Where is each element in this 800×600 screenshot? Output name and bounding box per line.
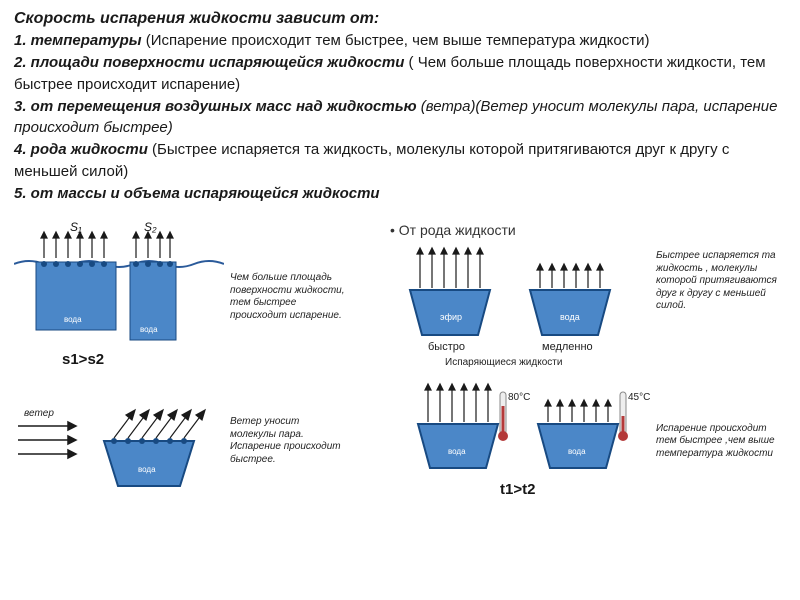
diagram-type-svg: эфир вода быстро медленно Испаряющиеся ж… (390, 240, 650, 370)
svg-text:ветер: ветер (24, 408, 54, 419)
diagram-area: S₁ S₂ вода вода s1>s2 Чем больше площадь… (14, 222, 388, 372)
diagram-wind: ветер вода Ветер уносит молекулы пара. И… (14, 376, 388, 506)
diagram-type-header: • От рода жидкости (390, 222, 650, 238)
main-text: Скорость испарения жидкости зависит от: … (14, 8, 786, 204)
item-4: 4. рода жидкости (Быстрее испаряется та … (14, 139, 786, 183)
diagram-wind-svg: ветер вода (14, 386, 224, 496)
svg-text:80°С: 80°С (508, 392, 530, 403)
svg-text:s1>s2: s1>s2 (62, 351, 104, 368)
diagram-temp: 80°С 45°С вода вода t1>t2 Испарение прои… (390, 376, 786, 506)
svg-text:вода: вода (138, 465, 156, 474)
diagram-type-caption: Быстрее испаряется та жидкость , молекул… (656, 250, 786, 313)
diagram-wind-caption: Ветер уносит молекулы пара. Испарение пр… (230, 416, 345, 466)
svg-text:вода: вода (568, 447, 586, 456)
svg-text:вода: вода (560, 312, 580, 322)
heading: Скорость испарения жидкости зависит от: (14, 8, 786, 30)
svg-text:вода: вода (64, 315, 82, 324)
diagram-type: • От рода жидкости (390, 222, 786, 372)
svg-text:вода: вода (448, 447, 466, 456)
diagram-area-caption: Чем больше площадь поверхности жидкости,… (230, 272, 350, 322)
diagrams-grid: S₁ S₂ вода вода s1>s2 Чем больше площадь… (14, 222, 786, 506)
svg-text:эфир: эфир (440, 312, 462, 322)
svg-text:Испаряющиеся жидкости: Испаряющиеся жидкости (445, 357, 562, 368)
item-1: 1. температуры (Испарение происходит тем… (14, 30, 786, 52)
svg-text:вода: вода (140, 325, 158, 334)
diagram-temp-caption: Испарение происходит тем быстрее ,чем вы… (656, 423, 776, 461)
svg-text:медленно: медленно (542, 341, 593, 353)
svg-text:45°С: 45°С (628, 392, 650, 403)
diagram-area-svg: S₁ S₂ вода вода s1>s2 (14, 222, 224, 372)
svg-text:S₂: S₂ (144, 222, 157, 234)
diagram-temp-svg: 80°С 45°С вода вода t1>t2 (390, 376, 650, 506)
item-5: 5. от массы и объема испаряющейся жидкос… (14, 183, 786, 205)
svg-text:быстро: быстро (428, 341, 465, 353)
item-3: 3. от перемещения воздушных масс над жид… (14, 96, 786, 140)
svg-text:S₁: S₁ (70, 222, 82, 234)
svg-text:t1>t2: t1>t2 (500, 481, 535, 498)
item-2: 2. площади поверхности испаряющейся жидк… (14, 52, 786, 96)
